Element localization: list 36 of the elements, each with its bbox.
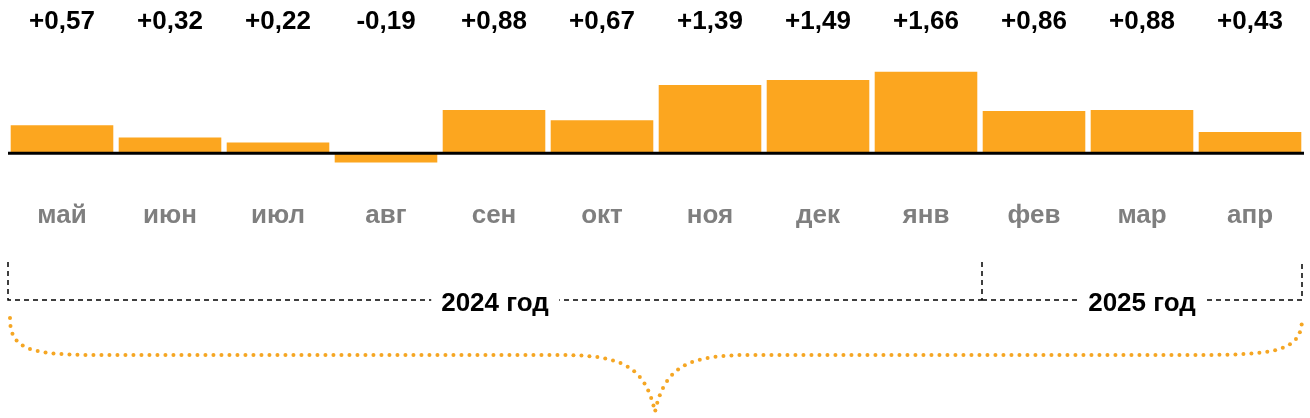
data-label: +0,22 [245, 5, 311, 36]
x-tick-label: сен [471, 198, 517, 229]
bar [874, 71, 978, 154]
bar [658, 84, 762, 154]
data-label: +0,88 [1109, 5, 1175, 36]
bar [982, 111, 1086, 154]
bar [442, 110, 546, 154]
data-label: +1,49 [785, 5, 851, 36]
x-tick-label: янв [901, 198, 950, 229]
data-label: +0,32 [137, 5, 203, 36]
x-tick-label: авг [365, 198, 407, 229]
data-label: +0,67 [569, 5, 635, 36]
x-tick-label: фев [1007, 198, 1061, 229]
x-tick-label: ноя [686, 198, 734, 229]
bar [226, 142, 330, 154]
bar [550, 120, 654, 154]
data-label: +1,66 [893, 5, 959, 36]
data-label: +0,43 [1217, 5, 1283, 36]
x-tick-label: мар [1117, 198, 1167, 229]
bar [766, 80, 870, 154]
x-tick-label: дек [796, 198, 841, 229]
bar [10, 125, 114, 154]
data-label: +1,39 [677, 5, 743, 36]
x-tick-label: июл [250, 198, 306, 229]
data-label: +0,88 [461, 5, 527, 36]
x-tick-label: май [37, 198, 87, 229]
x-tick-label: июн [143, 198, 197, 229]
x-tick-label: апр [1226, 198, 1274, 229]
data-label: -0,19 [356, 5, 416, 36]
data-label: +0,86 [1001, 5, 1067, 36]
x-tick-label: окт [581, 198, 624, 229]
data-label: +0,57 [29, 5, 95, 36]
text: 2025 год [1078, 287, 1206, 318]
bar [1198, 132, 1302, 154]
bar [1090, 110, 1194, 154]
text: 2024 год [431, 287, 559, 318]
